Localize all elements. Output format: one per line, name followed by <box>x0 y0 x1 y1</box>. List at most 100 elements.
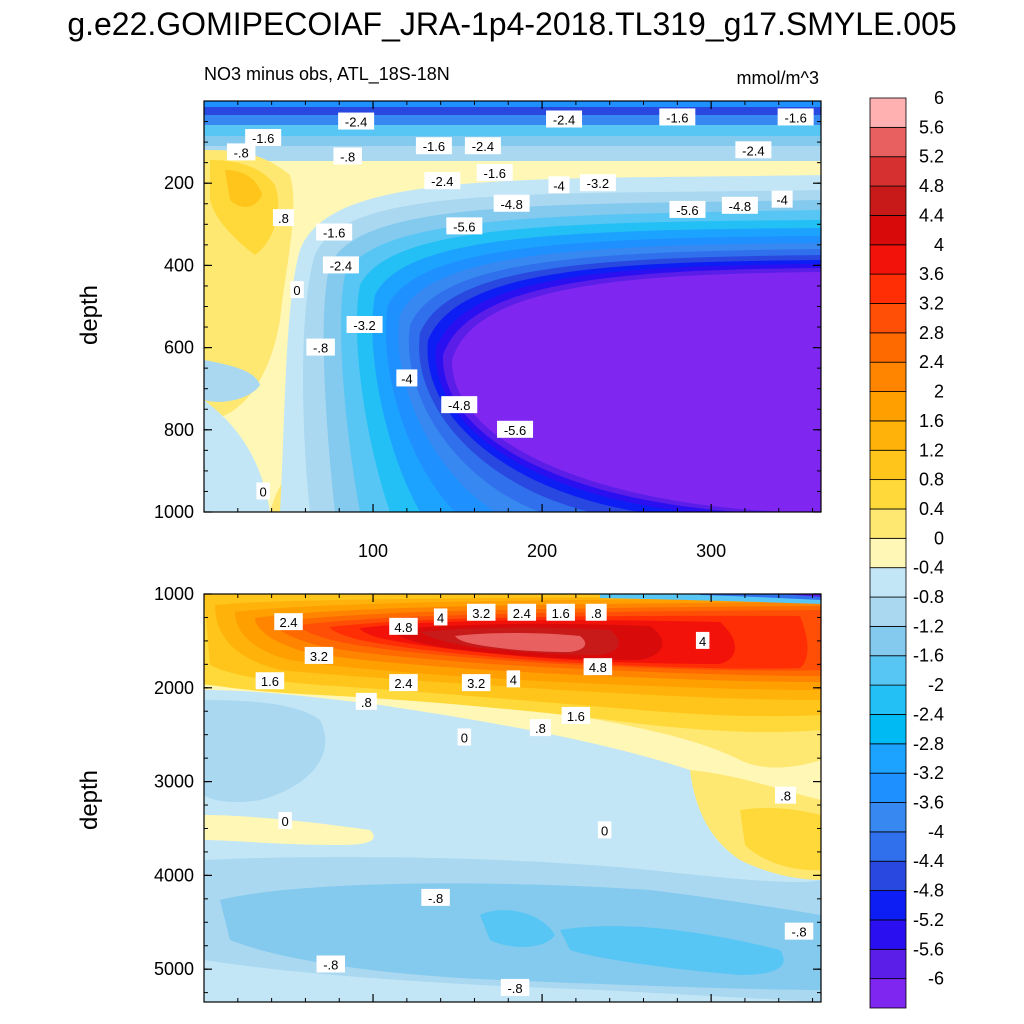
contour-label: -1.6 <box>415 137 452 155</box>
colorbar-swatch <box>869 860 907 891</box>
colorbar-label: -4 <box>928 822 944 842</box>
contour-label-box <box>659 108 696 126</box>
contour-label-text: 4 <box>510 672 517 687</box>
top-panel-field <box>204 101 821 512</box>
contour-label: 2.4 <box>274 613 303 631</box>
colorbar-label: -0.4 <box>913 558 944 578</box>
contour-label-text: -.8 <box>791 925 806 940</box>
colorbar-label: 1.2 <box>919 440 944 460</box>
y-tick-label: 200 <box>164 173 194 193</box>
contour-label-box <box>389 674 418 692</box>
contour-label: 0 <box>457 728 472 746</box>
colorbar-label: 2 <box>934 382 944 402</box>
contour-label-text: -5.6 <box>504 423 526 438</box>
contour-label-text: -1.6 <box>252 131 274 146</box>
colorbar-swatch <box>869 537 907 569</box>
colorbar-label: -2.8 <box>913 734 944 754</box>
contour-label-text: 0 <box>293 283 300 298</box>
contour-label: -4.8 <box>441 396 478 414</box>
contour-label: 0 <box>278 811 292 829</box>
colorbar-swatch <box>869 97 907 128</box>
contour-label: 4 <box>433 608 448 626</box>
contour-label: -4 <box>548 176 570 194</box>
contour-label: .8 <box>272 209 294 227</box>
colorbar-label: 3.2 <box>919 293 944 313</box>
colorbar-swatch <box>869 919 907 950</box>
colorbar-swatch <box>869 772 907 803</box>
colorbar-swatch <box>869 625 907 657</box>
contour-label-text: -.8 <box>234 145 249 160</box>
contour-label: .8 <box>775 786 797 804</box>
contour-label-box <box>226 143 256 161</box>
contour-label: 3.2 <box>466 603 496 621</box>
colorbar-swatch <box>869 391 907 422</box>
contour-label-box <box>355 692 377 710</box>
contour-label: 0 <box>290 281 304 299</box>
contour-label: -3.2 <box>579 174 616 192</box>
contour-label-text: 2.4 <box>394 676 412 691</box>
colorbar-swatch <box>869 479 907 510</box>
contour-label: -3.2 <box>346 315 383 333</box>
colorbar-swatch <box>869 655 907 686</box>
y-tick-label: 2000 <box>154 678 194 698</box>
contour-label-box <box>579 174 616 192</box>
colorbar-label: 5.2 <box>919 147 944 167</box>
contour-label-text: .8 <box>361 695 372 710</box>
contour-label: -.8 <box>316 955 346 973</box>
contour-label-box <box>421 888 450 906</box>
contour-label-box <box>784 922 814 940</box>
contour-label-box <box>561 706 591 724</box>
contour-label-box <box>290 281 304 299</box>
contour-label-text: -4 <box>553 178 565 193</box>
contour-label-box <box>583 658 613 676</box>
contour-label-text: 3.2 <box>310 649 328 664</box>
contour-label-box <box>735 141 772 159</box>
contour-label: 4.8 <box>583 658 613 676</box>
contour-label: -2.4 <box>322 256 359 274</box>
contour-label-box <box>777 108 814 126</box>
contour-label-box <box>255 672 285 690</box>
contour-label-box <box>457 728 472 746</box>
contour-label-text: -4.8 <box>500 197 522 212</box>
colorbar-swatch <box>869 273 907 304</box>
contour-label-text: -3.2 <box>353 318 375 333</box>
contour-label-box <box>476 163 513 181</box>
contour-label-text: 4.8 <box>394 620 412 635</box>
contour-label-box <box>272 209 294 227</box>
contour-label: -1.6 <box>245 128 282 146</box>
contour-label-text: 0 <box>601 823 608 838</box>
contour-label-box <box>464 137 501 155</box>
colorbar-label: -0.8 <box>913 587 944 607</box>
colorbar-swatch <box>869 185 907 216</box>
contour-label: 4.8 <box>389 617 418 635</box>
contour-label-text: -1.6 <box>484 166 506 181</box>
colorbar-swatch <box>869 449 907 481</box>
contour-label-text: 2.4 <box>279 615 297 630</box>
contour-label-box <box>274 613 303 631</box>
colorbar-label: 3.6 <box>919 264 944 284</box>
contour-label-box <box>585 603 607 621</box>
colorbar-swatch <box>869 567 907 598</box>
colorbar-swatch <box>869 714 907 745</box>
contour-label-box <box>497 420 534 438</box>
contour-label-text: -.8 <box>323 957 338 972</box>
contour-label-box <box>506 670 521 688</box>
bottom-panel-field <box>204 594 821 1002</box>
contour-label-box <box>500 978 530 996</box>
contour-label-box <box>433 608 448 626</box>
colorbar-swatch <box>869 156 907 187</box>
colorbar-swatch <box>869 215 907 246</box>
contour-label-text: -1.6 <box>784 110 806 125</box>
contour-label: 3.2 <box>304 646 334 664</box>
contour-label: 1.6 <box>546 603 575 621</box>
colorbar-label: -1.2 <box>913 616 944 636</box>
contour-label-text: -4.8 <box>729 199 751 214</box>
top-panel-units: mmol/m^3 <box>736 68 819 88</box>
y-tick-label: 3000 <box>154 772 194 792</box>
colorbar-label: -2 <box>928 675 944 695</box>
colorbar-swatch <box>869 890 907 921</box>
figure-title: g.e22.GOMIPECOIAF_JRA-1p4-2018.TL319_g17… <box>67 6 957 42</box>
contour-label-text: -2.4 <box>553 112 575 127</box>
contour-label-box <box>507 603 537 621</box>
contour-label-text: -2.4 <box>345 115 367 130</box>
